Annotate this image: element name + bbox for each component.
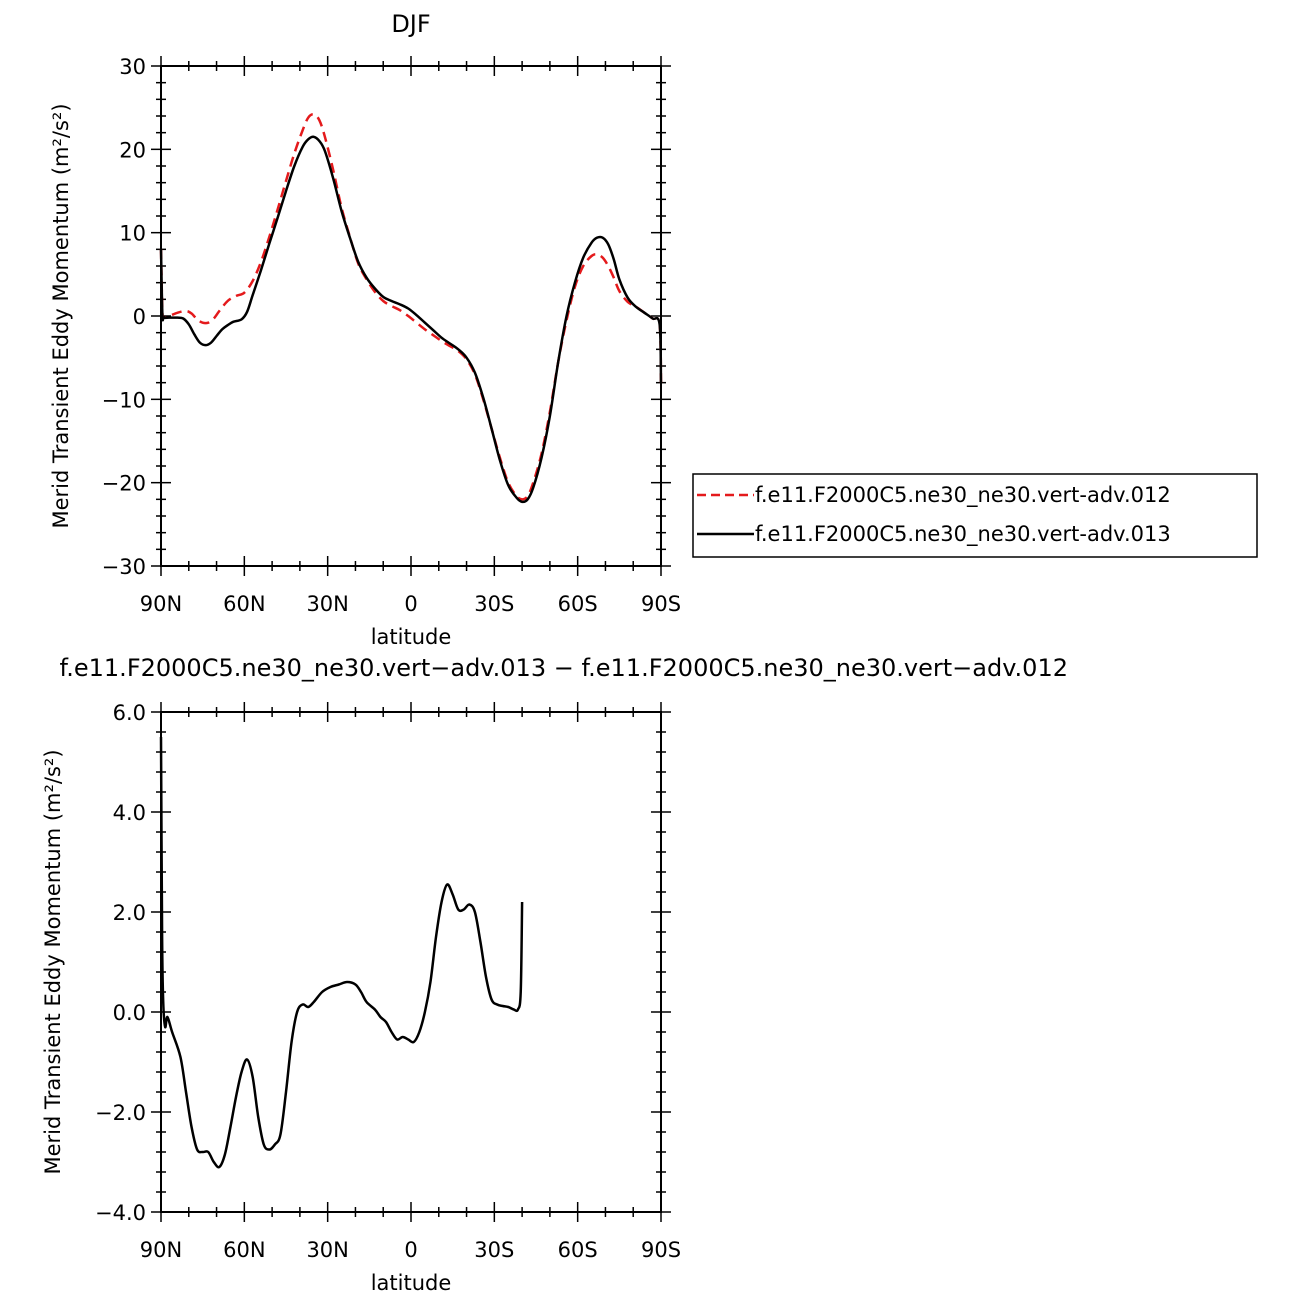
y-tick-label: −4.0 xyxy=(95,1201,146,1225)
bottom-y-tick-labels: −4.0 −2.0 0.0 2.0 4.0 6.0 xyxy=(95,701,146,1225)
series-line-0 xyxy=(159,736,524,1169)
bottom-series-group xyxy=(159,736,524,1169)
x-tick-label: 30S xyxy=(474,592,514,616)
legend-label-012: f.e11.F2000C5.ne30_ne30.vert-adv.012 xyxy=(755,483,1171,508)
y-tick-label: 4.0 xyxy=(113,801,146,825)
x-tick-label: 90S xyxy=(641,592,681,616)
y-tick-label: 0.0 xyxy=(113,1001,146,1025)
bottom-tick-marks xyxy=(151,702,671,1222)
top-y-tick-labels: −30 −20 −10 0 10 20 30 xyxy=(102,55,146,579)
y-tick-label: 20 xyxy=(119,138,146,162)
y-tick-label: 2.0 xyxy=(113,901,146,925)
bottom-x-axis-label: latitude xyxy=(371,1271,452,1295)
top-x-axis-label: latitude xyxy=(371,625,452,649)
bottom-x-tick-labels: 90N 60N 30N 0 30S 60S 90S xyxy=(140,1238,681,1262)
top-tick-marks xyxy=(151,56,671,576)
legend: f.e11.F2000C5.ne30_ne30.vert-adv.012 f.e… xyxy=(692,473,1258,558)
x-tick-label: 0 xyxy=(404,592,417,616)
y-tick-label: 30 xyxy=(119,55,146,79)
legend-label-013: f.e11.F2000C5.ne30_ne30.vert-adv.013 xyxy=(755,522,1171,547)
x-tick-label: 90S xyxy=(641,1238,681,1262)
x-tick-label: 30N xyxy=(306,1238,348,1262)
x-tick-label: 90N xyxy=(140,592,182,616)
top-series-group xyxy=(159,113,663,504)
x-tick-label: 60N xyxy=(223,1238,265,1262)
top-panel: DJF 90N 60N 30N 0 30S 60S 90S −30 −20 −10 0 10 20 30… xyxy=(49,10,1258,649)
y-tick-label: −20 xyxy=(102,472,146,496)
bottom-y-axis-label: Merid Transient Eddy Momentum (m²/s²) xyxy=(41,749,65,1174)
top-chart-title: DJF xyxy=(391,10,430,38)
bottom-panel: f.e11.F2000C5.ne30_ne30.vert−adv.013 − f… xyxy=(41,654,1068,1295)
y-tick-label: −30 xyxy=(102,555,146,579)
legend-box xyxy=(692,473,1258,558)
x-tick-label: 30N xyxy=(306,592,348,616)
x-tick-label: 90N xyxy=(140,1238,182,1262)
y-tick-label: −2.0 xyxy=(95,1101,146,1125)
x-tick-label: 60N xyxy=(223,592,265,616)
top-x-tick-labels: 90N 60N 30N 0 30S 60S 90S xyxy=(140,592,681,616)
x-tick-label: 0 xyxy=(404,1238,417,1262)
x-tick-label: 60S xyxy=(558,1238,598,1262)
bottom-chart-title: f.e11.F2000C5.ne30_ne30.vert−adv.013 − f… xyxy=(60,654,1068,682)
y-tick-label: −10 xyxy=(102,388,146,412)
y-tick-label: 6.0 xyxy=(113,701,146,725)
bottom-plot-frame xyxy=(160,711,662,1213)
y-tick-label: 10 xyxy=(119,222,146,246)
x-tick-label: 60S xyxy=(558,592,598,616)
y-tick-label: 0 xyxy=(133,305,146,329)
top-y-axis-label: Merid Transient Eddy Momentum (m²/s²) xyxy=(49,103,73,528)
series-line-1 xyxy=(159,135,663,504)
x-tick-label: 30S xyxy=(474,1238,514,1262)
series-line-0 xyxy=(159,113,663,501)
top-plot-frame xyxy=(160,65,662,567)
